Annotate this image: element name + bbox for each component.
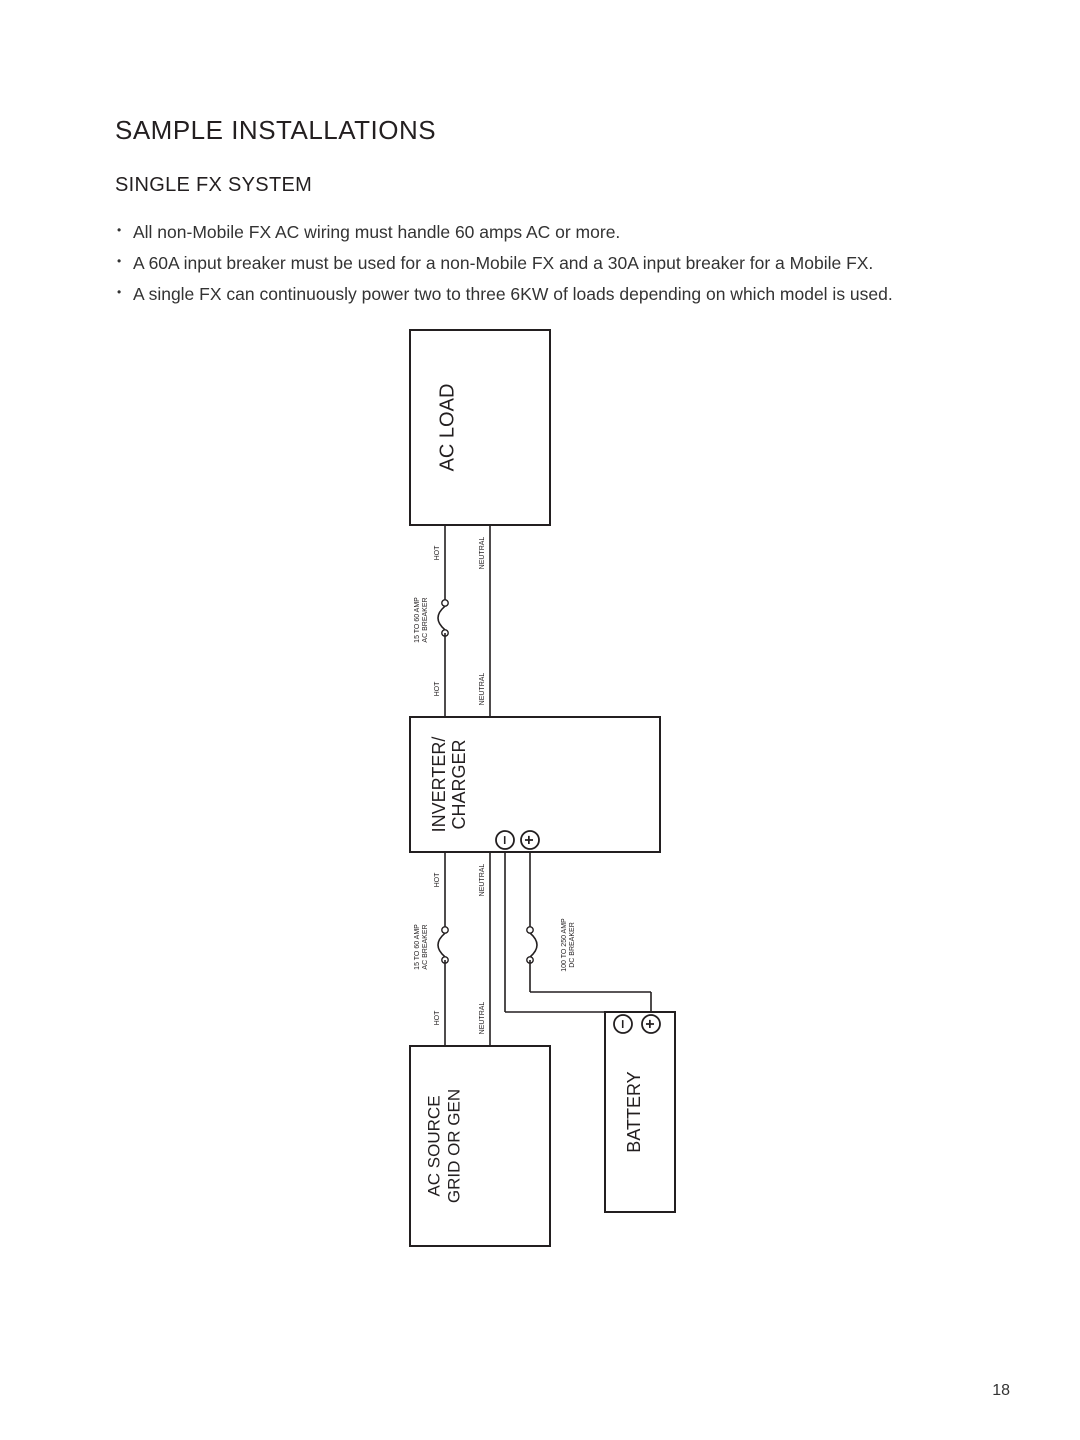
list-item: A 60A input breaker must be used for a n… <box>115 250 965 277</box>
list-item: All non-Mobile FX AC wiring must handle … <box>115 219 965 246</box>
svg-text:+: + <box>642 1020 659 1029</box>
svg-text:CHARGER: CHARGER <box>449 740 469 830</box>
svg-text:DC BREAKER: DC BREAKER <box>569 923 576 969</box>
svg-text:–: – <box>614 1020 631 1029</box>
svg-text:GRID OR GEN: GRID OR GEN <box>444 1089 463 1203</box>
svg-text:AC BREAKER: AC BREAKER <box>422 598 429 643</box>
svg-text:15 TO 60 AMP: 15 TO 60 AMP <box>414 597 421 643</box>
feature-list: All non-Mobile FX AC wiring must handle … <box>115 219 965 308</box>
svg-text:NEUTRAL: NEUTRAL <box>479 537 486 570</box>
svg-text:NEUTRAL: NEUTRAL <box>479 864 486 897</box>
svg-text:NEUTRAL: NEUTRAL <box>479 1002 486 1035</box>
wiring-diagram: AC LOAD INVERTER/CHARGER AC SOURCEGRID OR … <box>115 320 965 1425</box>
svg-text:INVERTER/: INVERTER/ <box>429 737 449 833</box>
svg-text:–: – <box>496 836 513 845</box>
svg-text:HOT: HOT <box>434 1010 441 1026</box>
svg-text:NEUTRAL: NEUTRAL <box>479 673 486 706</box>
page-number: 18 <box>992 1382 1010 1400</box>
list-item: A single FX can continuously power two t… <box>115 281 965 308</box>
svg-text:AC BREAKER: AC BREAKER <box>422 925 429 970</box>
svg-text:BATTERY: BATTERY <box>624 1072 644 1153</box>
subsection-title: SINGLE FX SYSTEM <box>115 174 965 197</box>
svg-text:15 TO 60 AMP: 15 TO 60 AMP <box>414 924 421 970</box>
svg-text:HOT: HOT <box>434 872 441 888</box>
svg-text:+: + <box>521 836 538 845</box>
svg-text:HOT: HOT <box>434 681 441 697</box>
svg-text:100 TO 250 AMP: 100 TO 250 AMP <box>561 918 568 972</box>
svg-text:HOT: HOT <box>434 545 441 561</box>
section-title: SAMPLE INSTALLATIONS <box>115 115 965 146</box>
svg-text:AC SOURCE: AC SOURCE <box>424 1096 443 1197</box>
svg-text:AC LOAD: AC LOAD <box>436 384 458 472</box>
